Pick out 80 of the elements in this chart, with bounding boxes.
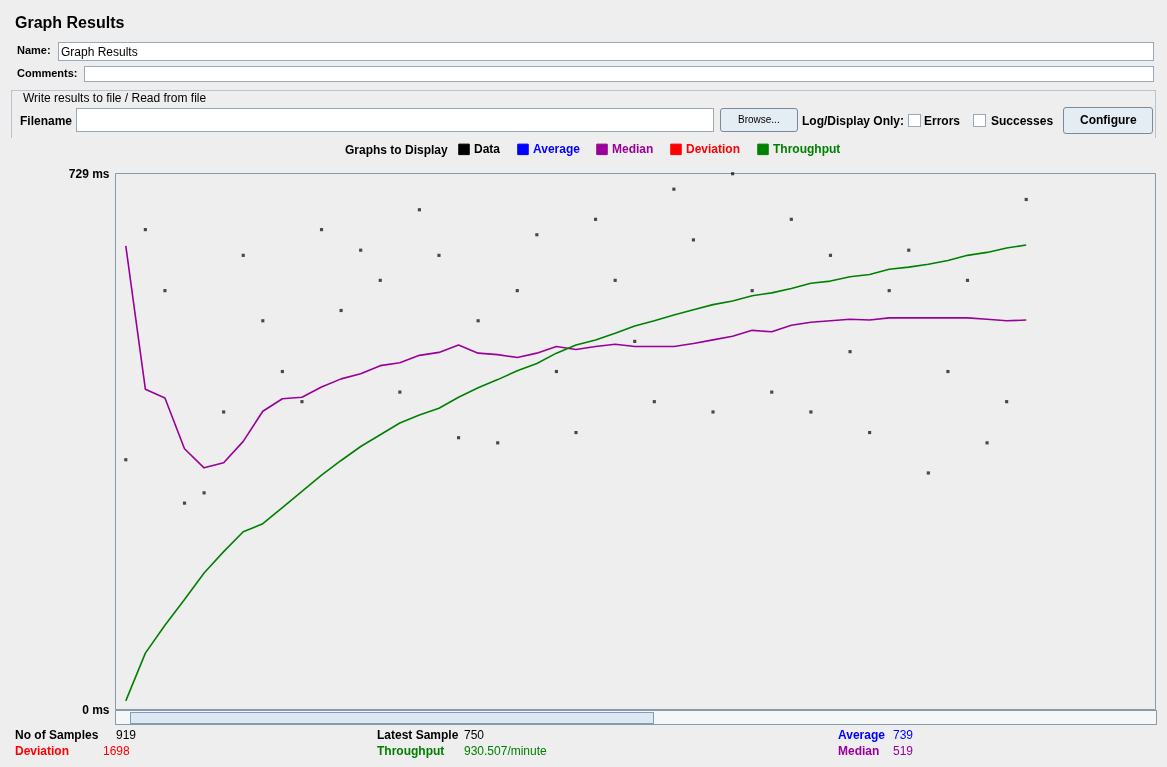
text: 930.507/minute	[464, 744, 547, 758]
line-series	[124, 244, 1028, 702]
point	[143, 228, 147, 232]
point	[222, 410, 226, 414]
text: Deviation	[15, 744, 70, 758]
y-tick-label: 729 ms	[68, 166, 110, 181]
point	[593, 217, 598, 221]
point	[280, 369, 284, 374]
legend-label: Deviation	[686, 142, 741, 157]
point	[437, 253, 441, 257]
point	[652, 400, 656, 404]
text: Errors	[924, 114, 961, 128]
text: Browse...	[738, 114, 780, 125]
point	[515, 289, 519, 293]
legend-label: Median	[612, 142, 654, 157]
text: Filename	[20, 114, 73, 128]
point	[672, 187, 676, 191]
point	[828, 253, 833, 257]
point	[868, 430, 872, 435]
point	[711, 410, 715, 414]
point	[731, 172, 735, 176]
point	[496, 441, 500, 445]
text: Log/Display Only:	[802, 114, 905, 128]
point	[417, 208, 421, 212]
point	[691, 238, 696, 242]
point	[359, 248, 363, 252]
point	[750, 289, 754, 293]
point	[319, 228, 324, 232]
point	[789, 217, 793, 221]
point	[398, 390, 402, 394]
point	[809, 410, 813, 414]
text: 1698	[103, 744, 130, 758]
legend-title: Graphs to Display	[345, 143, 449, 157]
point	[965, 278, 970, 282]
text: 919	[116, 728, 137, 742]
text: Latest Sample	[377, 728, 459, 742]
point	[633, 339, 637, 343]
text: Median	[838, 744, 880, 758]
point	[554, 369, 559, 374]
text: Throughput	[377, 744, 445, 758]
point	[926, 471, 930, 475]
point	[261, 319, 265, 323]
text: Write results to file / Read from file	[23, 91, 207, 105]
text: Comments:	[17, 67, 78, 79]
text: 750	[464, 728, 485, 742]
point	[339, 308, 343, 313]
point	[535, 233, 539, 237]
point	[241, 253, 245, 257]
point	[1024, 197, 1028, 202]
legend-label: Data	[474, 142, 501, 157]
point	[476, 319, 480, 323]
point	[182, 501, 187, 505]
point	[907, 248, 911, 252]
point	[887, 289, 891, 293]
point	[848, 350, 852, 354]
point	[378, 278, 382, 282]
text: 739	[893, 728, 914, 742]
point	[124, 458, 128, 462]
text: Average	[838, 728, 885, 742]
y-tick-label: 0 ms	[82, 702, 110, 717]
legend-label: Average	[533, 142, 581, 157]
point	[946, 369, 950, 374]
text: No of Samples	[15, 728, 99, 742]
line-series	[124, 244, 1028, 469]
chart-title: Graph Results	[15, 14, 125, 32]
point	[163, 289, 167, 293]
point	[985, 441, 989, 445]
point	[770, 390, 774, 394]
point	[202, 491, 206, 495]
text: Configure	[1080, 113, 1137, 127]
point	[1005, 400, 1009, 404]
point	[456, 436, 461, 440]
text: 519	[893, 744, 914, 758]
point	[613, 278, 617, 282]
text: Graph Results	[61, 45, 138, 59]
text: Successes	[991, 114, 1054, 128]
legend-label: Throughput	[773, 142, 841, 157]
point	[300, 400, 304, 404]
point	[574, 430, 578, 435]
text: Name:	[17, 44, 51, 56]
